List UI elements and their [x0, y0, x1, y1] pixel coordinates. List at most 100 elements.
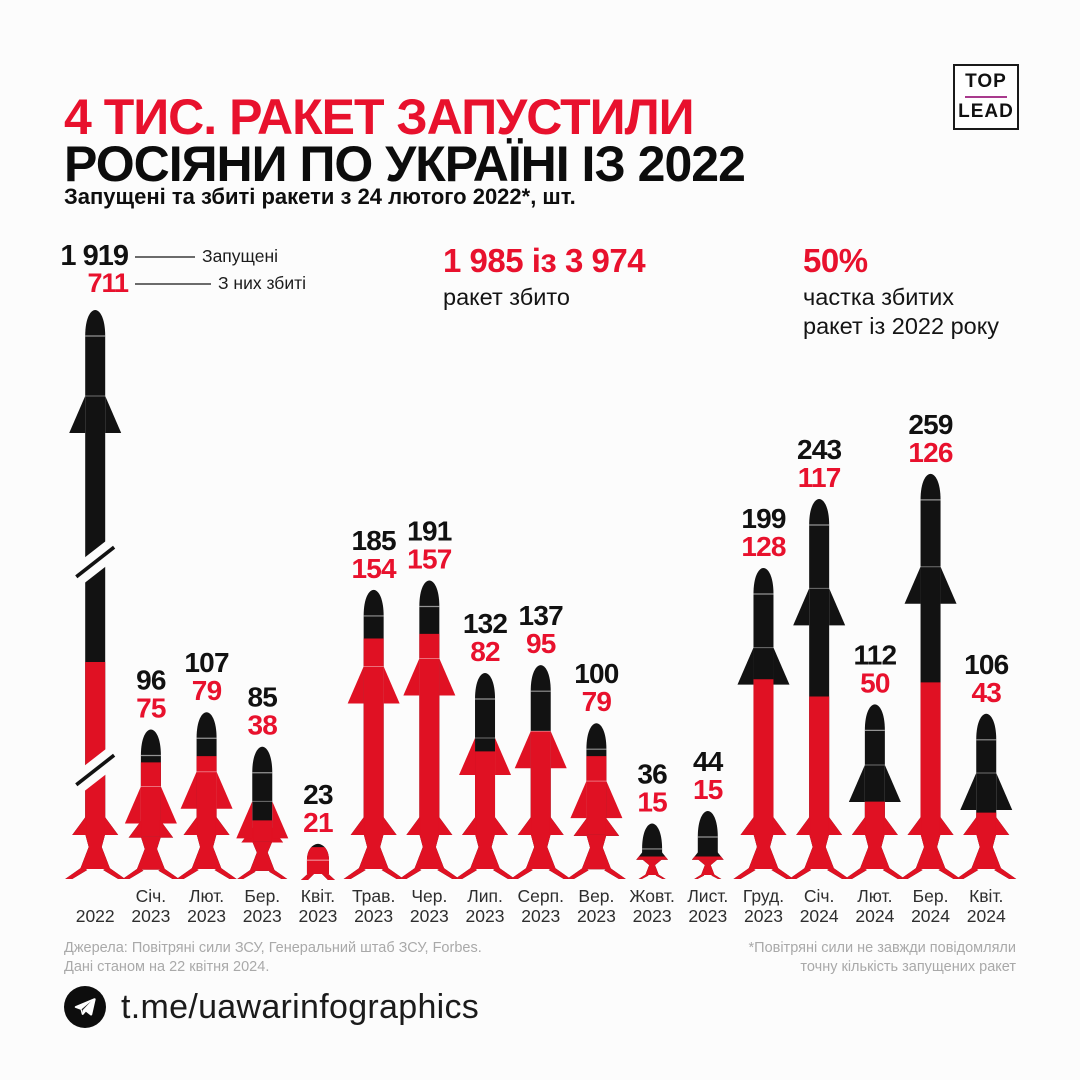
axis-label-year: 2024 [967, 906, 1006, 926]
axis-break-mark [70, 539, 121, 585]
page-title: 4 ТИС. РАКЕТ ЗАПУСТИЛИ РОСІЯНИ ПО УКРАЇН… [64, 92, 746, 189]
missile-bar-Груд-2023 [733, 567, 794, 879]
missile-downed-shape [122, 762, 180, 879]
legend-row-launched: 1 919 Запущені [58, 240, 306, 272]
axis-label-month: Лют. [857, 886, 892, 906]
value-label-launched: 112 [853, 639, 896, 670]
stat-share-label: частка збитих ракет із 2022 року [803, 284, 1000, 339]
telegram-handle[interactable]: t.me/uawarinfographics [121, 987, 480, 1026]
missile-fin [216, 771, 233, 809]
value-label-downed: 15 [693, 774, 723, 805]
value-label-launched: 85 [247, 682, 277, 713]
missile-fin [69, 396, 86, 433]
axis-label-month: Бер. [913, 886, 949, 906]
value-label-launched: 96 [136, 664, 166, 695]
missile-fin [550, 731, 567, 769]
value-label-launched: 191 [407, 516, 452, 547]
missile-downed-shape [636, 856, 668, 879]
value-label-launched: 185 [351, 525, 396, 556]
value-label-downed: 43 [971, 677, 1001, 708]
missile-fin [347, 666, 364, 704]
toplead-logo: TOP LEAD [953, 64, 1019, 130]
missile-bar-Бер-2024 [900, 473, 961, 879]
paper-plane-icon [74, 998, 96, 1016]
missile-downed-shape [844, 801, 905, 879]
value-label-launched: 259 [908, 409, 953, 440]
axis-label-month: Січ. [804, 886, 835, 906]
missile-bar-Лип-2023 [455, 673, 516, 879]
axis-label-year: 2024 [855, 906, 894, 926]
logo-lead-text: LEAD [958, 101, 1014, 122]
axis-label-month: Лист. [687, 886, 728, 906]
missile-downed-shape [237, 820, 288, 879]
missile-downed-shape [691, 856, 724, 879]
axis-label-month: Бер. [244, 886, 280, 906]
missile-fin [403, 658, 420, 696]
missile-bar-Жовт-2023 [636, 823, 668, 879]
sources-note: Джерела: Повітряні сили ЗСУ, Генеральний… [64, 940, 482, 975]
stat-share-2022: 50% частка збитих ракет із 2022 року [803, 242, 999, 341]
missile-fin [236, 801, 253, 839]
missile-fin [793, 588, 810, 626]
logo-top-text: TOP [965, 71, 1007, 92]
legend-callout-line [135, 282, 211, 285]
missile-downed-shape [455, 751, 516, 879]
missile-bar-Січ-2024 [789, 498, 850, 879]
stat-downed-total-label: ракет збито [443, 284, 570, 310]
value-label-downed: 79 [582, 686, 612, 717]
value-label-launched: 137 [519, 600, 564, 631]
axis-label-month: Вер. [578, 886, 614, 906]
missile-fin [495, 738, 512, 776]
value-label-downed: 21 [303, 807, 333, 838]
missile-bar-Вер-2023 [567, 723, 626, 879]
stat-downed-total-value: 1 985 із 3 974 [443, 242, 646, 279]
missile-bar-Квіт-2024 [956, 713, 1017, 879]
axis-label-month: Серп. [517, 886, 563, 906]
missile-downed-shape [733, 679, 794, 879]
axis-label-year: 2023 [466, 906, 505, 926]
missile-fin [459, 738, 476, 776]
missile-downed-shape [399, 633, 460, 879]
missile-fin [180, 771, 197, 809]
axis-label-year: 2023 [131, 906, 170, 926]
legend-downed-label: З них збиті [218, 273, 307, 293]
legend-row-downed: 711 З них збиті [58, 268, 307, 298]
axis-label-year: 2023 [521, 906, 560, 926]
axis-label-month: Груд. [743, 886, 784, 906]
telegram-link[interactable]: t.me/uawarinfographics [64, 986, 479, 1028]
missile-downed-shape [300, 847, 335, 880]
value-label-launched: 106 [964, 649, 1009, 680]
axis-break-mark [70, 747, 121, 793]
axis-label-month: Січ. [136, 886, 167, 906]
missile-downed-shape [176, 756, 237, 879]
missile-downed-shape [65, 662, 126, 879]
missile-downed-shape [343, 638, 404, 879]
value-label-downed: 126 [908, 437, 953, 468]
axis-label-year: 2023 [243, 906, 282, 926]
missile-fin [606, 781, 623, 819]
missile-bar-2022 [65, 310, 126, 879]
missile-bar-Січ-2023 [122, 729, 180, 879]
missile-bar-Бер-2023 [236, 746, 289, 879]
missile-fin [773, 647, 790, 685]
axis-label-year: 2023 [298, 906, 337, 926]
value-label-downed: 75 [136, 692, 166, 723]
stat-downed-total: 1 985 із 3 974 ракет збито [443, 242, 646, 312]
missile-fin [383, 666, 400, 704]
axis-label-month: Трав. [352, 886, 395, 906]
missile-fin [848, 764, 865, 802]
value-label-downed: 157 [407, 544, 452, 575]
value-label-downed: 117 [798, 462, 841, 493]
missile-bar-Квіт-2023 [300, 843, 335, 880]
axis-label-year: 2023 [410, 906, 449, 926]
missile-downed-shape [900, 682, 961, 879]
value-label-downed: 15 [637, 787, 667, 818]
missile-fin [105, 396, 122, 433]
missile-downed-shape [510, 731, 571, 879]
missile-fin [272, 801, 289, 839]
missile-fin [514, 731, 531, 769]
axis-label-month: Квіт. [301, 886, 335, 906]
missile-fin [940, 566, 957, 604]
value-label-launched: 23 [303, 779, 333, 810]
